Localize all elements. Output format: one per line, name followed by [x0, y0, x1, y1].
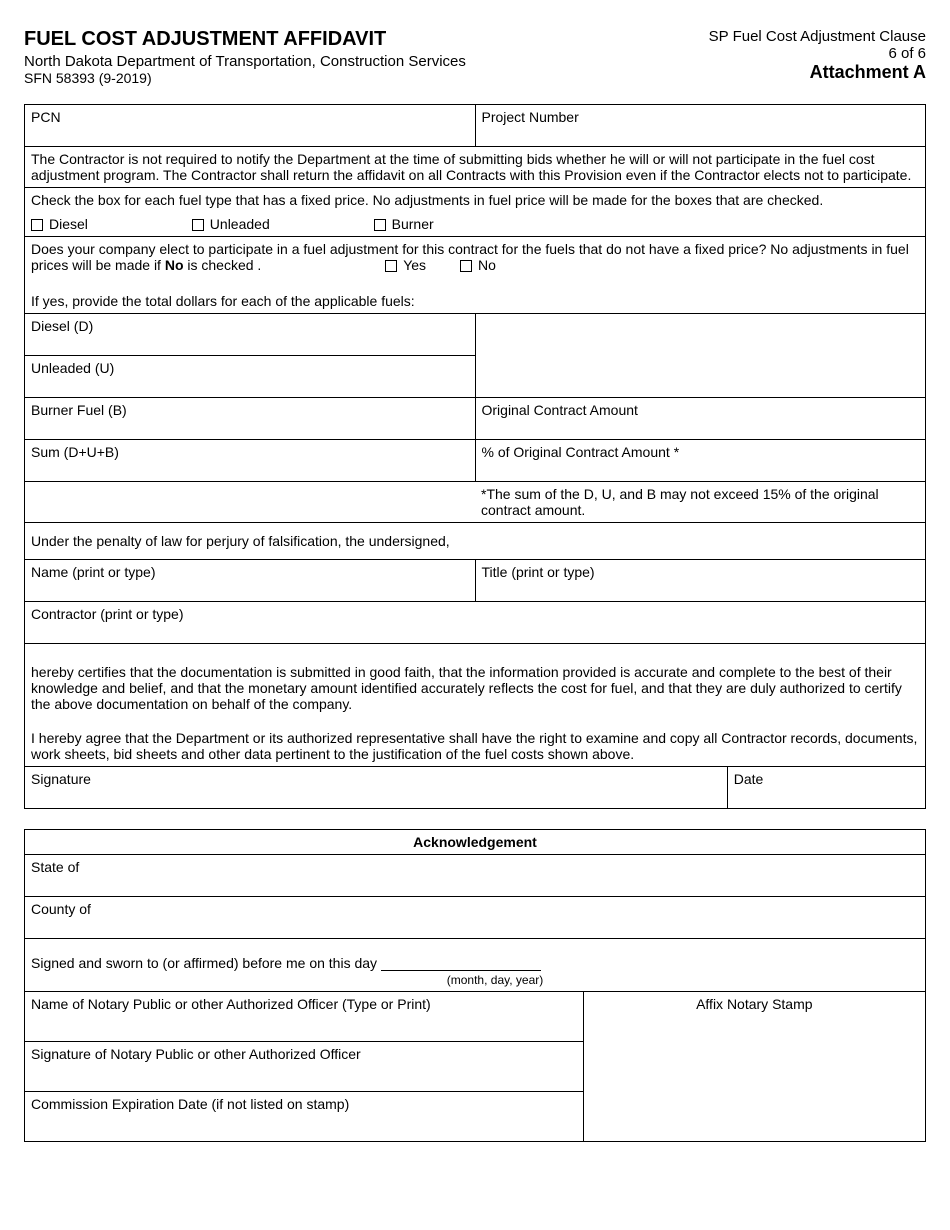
certify-text: hereby certifies that the documentation … — [25, 644, 926, 717]
diesel-label: Diesel — [49, 216, 88, 232]
date-cell[interactable]: Date — [727, 767, 925, 809]
yes-label: Yes — [403, 257, 426, 273]
pct-label: % of Original Contract Amount * — [482, 444, 680, 460]
affix-stamp-cell: Affix Notary Stamp — [583, 992, 925, 1142]
main-form-table: PCN Project Number The Contractor is not… — [24, 104, 926, 809]
acknowledgement-table: Acknowledgement State of County of Signe… — [24, 829, 926, 1142]
header-clause: SP Fuel Cost Adjustment Clause — [709, 28, 926, 45]
unleaded-u-label: Unleaded (U) — [31, 360, 114, 376]
form-header: FUEL COST ADJUSTMENT AFFIDAVIT North Dak… — [24, 28, 926, 86]
title-cell[interactable]: Title (print or type) — [475, 560, 926, 602]
unleaded-label: Unleaded — [210, 216, 270, 232]
sworn-text: Signed and sworn to (or affirmed) before… — [31, 955, 377, 971]
participate-row: Does your company elect to participate i… — [25, 237, 926, 278]
signature-label: Signature — [31, 771, 91, 787]
orig-contract-label: Original Contract Amount — [482, 402, 638, 418]
agree-text: I hereby agree that the Department or it… — [25, 716, 926, 767]
state-cell[interactable]: State of — [25, 855, 926, 897]
participate-q2: is checked . — [184, 257, 262, 273]
ifyes-text: If yes, provide the total dollars for ea… — [25, 277, 926, 314]
ack-title: Acknowledgement — [25, 830, 926, 855]
sworn-row: Signed and sworn to (or affirmed) before… — [25, 939, 926, 974]
no-label: No — [478, 257, 496, 273]
notary-sig-label: Signature of Notary Public or other Auth… — [31, 1046, 361, 1062]
no-bold: No — [165, 257, 184, 273]
notary-sig-cell[interactable]: Signature of Notary Public or other Auth… — [25, 1042, 584, 1092]
month-hint: (month, day, year) — [395, 973, 595, 987]
blank-cell-2 — [475, 356, 926, 398]
header-page: 6 of 6 — [709, 45, 926, 62]
title-label: Title (print or type) — [482, 564, 595, 580]
header-attachment: Attachment A — [709, 62, 926, 83]
blank-cell-1 — [475, 314, 926, 356]
project-number-label: Project Number — [482, 109, 579, 125]
notary-name-cell[interactable]: Name of Notary Public or other Authorize… — [25, 992, 584, 1042]
diesel-d-cell[interactable]: Diesel (D) — [25, 314, 476, 356]
check-instruction: Check the box for each fuel type that ha… — [25, 188, 926, 213]
county-cell[interactable]: County of — [25, 897, 926, 939]
intro-text: The Contractor is not required to notify… — [25, 147, 926, 188]
burner-checkbox[interactable] — [374, 219, 386, 231]
notary-name-label: Name of Notary Public or other Authorize… — [31, 996, 431, 1012]
footnote: *The sum of the D, U, and B may not exce… — [475, 482, 926, 523]
burner-b-label: Burner Fuel (B) — [31, 402, 127, 418]
sum-cell[interactable]: Sum (D+U+B) — [25, 440, 476, 482]
commission-label: Commission Expiration Date (if not liste… — [31, 1096, 349, 1112]
diesel-checkbox[interactable] — [31, 219, 43, 231]
form-number: SFN 58393 (9-2019) — [24, 70, 466, 86]
footnote-blank — [25, 482, 476, 523]
burner-b-cell[interactable]: Burner Fuel (B) — [25, 398, 476, 440]
orig-contract-cell[interactable]: Original Contract Amount — [475, 398, 926, 440]
signature-cell[interactable]: Signature — [25, 767, 728, 809]
state-label: State of — [31, 859, 79, 875]
name-label: Name (print or type) — [31, 564, 155, 580]
project-number-cell[interactable]: Project Number — [475, 105, 926, 147]
diesel-d-label: Diesel (D) — [31, 318, 93, 334]
pcn-cell[interactable]: PCN — [25, 105, 476, 147]
unleaded-u-cell[interactable]: Unleaded (U) — [25, 356, 476, 398]
date-label: Date — [734, 771, 764, 787]
affix-stamp-label: Affix Notary Stamp — [696, 996, 812, 1012]
commission-cell[interactable]: Commission Expiration Date (if not liste… — [25, 1092, 584, 1142]
no-checkbox[interactable] — [460, 260, 472, 272]
month-hint-row: (month, day, year) — [25, 973, 926, 992]
form-title: FUEL COST ADJUSTMENT AFFIDAVIT — [24, 28, 466, 51]
form-subtitle: North Dakota Department of Transportatio… — [24, 53, 466, 70]
sum-label: Sum (D+U+B) — [31, 444, 119, 460]
yes-checkbox[interactable] — [385, 260, 397, 272]
contractor-cell[interactable]: Contractor (print or type) — [25, 602, 926, 644]
unleaded-checkbox[interactable] — [192, 219, 204, 231]
sworn-date-line[interactable] — [381, 957, 541, 971]
contractor-label: Contractor (print or type) — [31, 606, 184, 622]
name-cell[interactable]: Name (print or type) — [25, 560, 476, 602]
burner-label: Burner — [392, 216, 434, 232]
county-label: County of — [31, 901, 91, 917]
fuel-checkbox-row: Diesel Unleaded Burner — [25, 212, 926, 237]
pct-cell[interactable]: % of Original Contract Amount * — [475, 440, 926, 482]
penalty-text: Under the penalty of law for perjury of … — [25, 523, 926, 560]
pcn-label: PCN — [31, 109, 61, 125]
